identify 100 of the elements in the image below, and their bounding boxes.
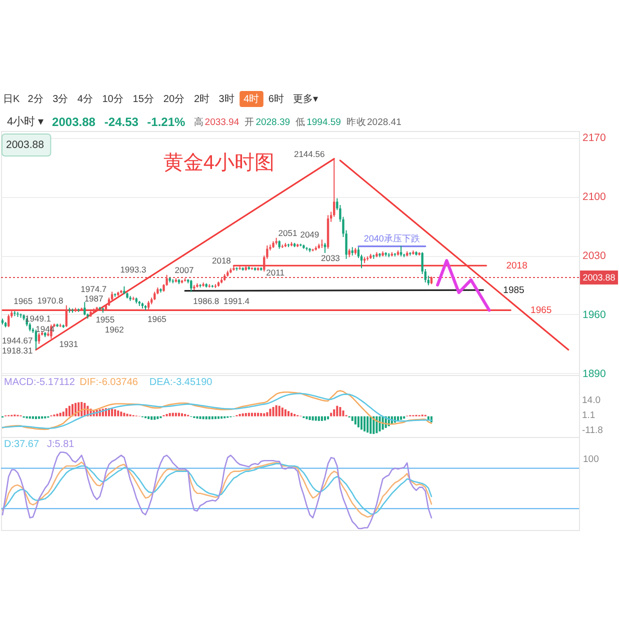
candlestick [84,302,86,316]
text: 1918.31 [2,346,33,356]
series-label: MACD:-5.17112 [4,377,76,388]
text: 日K [3,94,20,105]
y-tick-label: 2100 [582,191,606,204]
y-tick-label: 2030 [582,250,606,262]
bar [218,416,220,419]
bar [318,416,320,421]
text: 1970.8 [37,295,64,306]
bar [294,414,296,416]
bar [65,408,68,416]
text: 1987 [84,294,104,304]
series-label: 2040承压下跌 [364,233,420,244]
text: 1974.7 [80,284,107,294]
text: 2011 [266,268,284,278]
text: -24.53 [104,115,139,129]
bar [366,416,369,433]
bar [324,416,326,420]
bar [263,413,266,416]
bar [38,416,40,419]
bar [339,406,342,416]
bar [154,416,156,420]
text: 2144.56 [294,149,325,160]
bar [208,416,210,420]
bar [308,416,311,420]
text: 4小时 ▾ [7,115,44,128]
bar [257,412,260,416]
text: 1965 [530,305,552,316]
text: 1955 [96,314,115,325]
text: 4时 [244,93,260,105]
y-tick-label: -11.8 [582,425,603,436]
bar [272,406,274,416]
bar [156,416,159,420]
y-tick-label: 2170 [582,132,606,144]
candlestick [8,314,10,328]
bar [312,416,314,420]
bar [205,416,208,420]
text: 20分 [163,93,185,105]
candlestick [190,279,192,292]
bar [370,416,372,434]
bar [336,406,338,416]
text: 2051 [278,228,298,238]
y-tick-label: 1.1 [582,410,596,422]
text: 黄金4小时图 [163,152,274,174]
bar [214,416,216,420]
text: 1986.8 [193,296,220,306]
bar [327,416,330,420]
text: 2时 [194,93,210,105]
bar [111,408,114,416]
text: 3分 [52,93,68,105]
bar [34,416,37,420]
text: 1994.59 [306,117,341,128]
bar [333,409,336,416]
series-label: 2018 [212,256,232,266]
bar [166,414,168,416]
bar [148,416,150,420]
text: 2028.41 [367,117,402,128]
bar [357,416,360,428]
bar [120,412,122,416]
text: 1985 [503,285,524,296]
series-label: DIF:-6.03746 [80,377,138,388]
text: 2033.94 [204,117,240,128]
bar [400,416,402,420]
text: 低 [296,117,306,128]
bar [275,405,278,416]
text: 1962 [104,324,124,335]
bar [248,412,250,416]
text: 2003.88 [52,115,96,129]
bar [238,414,241,416]
bar [181,413,184,416]
bar [320,416,323,421]
bar [184,414,186,416]
text: 1965 [148,314,166,324]
y-tick-label: 1890 [582,368,606,380]
bar [150,416,153,420]
bar [168,413,171,416]
bar [174,412,177,416]
bar [254,412,256,416]
text: D:37.67 [4,439,40,450]
bar [242,413,244,416]
bar [56,414,58,416]
bar [284,409,286,416]
text: 更多▾ [293,93,318,105]
series-label: J:5.81 [47,439,75,450]
bar [114,409,116,416]
bar [172,412,174,416]
text: 2007 [174,264,194,275]
bar [330,412,332,416]
text: 1991.4 [223,296,250,306]
series-label: DEA:-3.45190 [149,377,213,388]
text: 10分 [102,93,124,105]
bar [178,412,180,416]
ref-line-label: 2003.88 [582,272,616,282]
bar [364,416,366,432]
candlestick [324,242,326,254]
text: 1931 [59,338,78,349]
y-tick-label: 14.0 [582,395,600,406]
text: 1944.67 [2,335,33,346]
text: -1.21% [147,115,186,129]
bar [62,412,64,416]
